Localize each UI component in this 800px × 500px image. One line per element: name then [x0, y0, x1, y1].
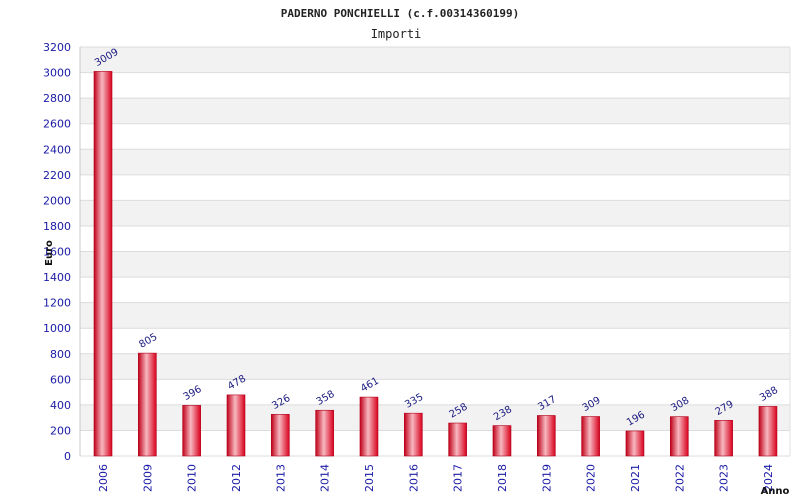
x-tick-label: 2017: [452, 464, 465, 492]
x-tick-label: 2013: [274, 464, 287, 492]
x-tick-label: 2022: [673, 464, 686, 492]
value-label: 388: [758, 385, 780, 404]
x-tick-label: 2016: [407, 464, 420, 492]
bar: [714, 420, 733, 457]
y-tick-label: 0: [64, 450, 71, 463]
grid-band: [80, 251, 790, 278]
y-tick-label: 2400: [43, 143, 71, 156]
grid-band: [80, 200, 790, 226]
bar: [226, 394, 246, 457]
x-tick-label: 2019: [540, 464, 553, 492]
x-tick-label: 2021: [629, 464, 642, 492]
bar: [492, 425, 512, 457]
y-tick-label: 1000: [43, 322, 71, 335]
x-tick-label: 2024: [762, 464, 775, 492]
x-tick-label: 2012: [230, 464, 243, 492]
y-tick-label: 3000: [43, 67, 71, 80]
bar: [404, 412, 423, 457]
y-tick-label: 400: [50, 399, 71, 412]
chart-title: PADERNO PONCHIELLI (c.f.00314360199): [281, 7, 519, 20]
x-tick-label: 2020: [585, 464, 598, 492]
chart-subtitle: Importi: [371, 27, 422, 41]
x-tick-label: 2023: [718, 464, 731, 492]
value-label: 805: [137, 332, 159, 351]
grid-bands: [80, 47, 790, 431]
y-tick-label: 2200: [43, 169, 71, 182]
grid-band: [80, 47, 790, 73]
x-tick-label: 2006: [97, 464, 110, 492]
y-tick-label: 600: [50, 373, 71, 386]
y-tick-label: 200: [50, 424, 71, 437]
bar: [581, 416, 600, 457]
bar: [138, 352, 157, 457]
y-tick-label: 1800: [43, 220, 71, 233]
y-tick-label: 1200: [43, 297, 71, 310]
y-tick-label: 2800: [43, 92, 71, 105]
bar: [182, 405, 201, 457]
y-tick-label: 1600: [43, 246, 71, 259]
y-tick-label: 1400: [43, 271, 71, 284]
bar: [271, 414, 290, 457]
bar: [669, 416, 689, 457]
bar: [758, 406, 778, 457]
y-axis-label: Euro: [44, 240, 55, 266]
x-tick-label: 2015: [363, 464, 376, 492]
x-axis-label: Anno: [761, 486, 790, 497]
x-tick-label: 2010: [186, 464, 199, 492]
grid-lines: [79, 46, 791, 457]
y-tick-label: 2000: [43, 194, 71, 207]
bars: [93, 71, 778, 457]
bar: [315, 409, 334, 457]
grid-band: [80, 98, 790, 124]
grid-band: [80, 149, 790, 175]
bar: [625, 430, 645, 457]
bar: [359, 396, 379, 457]
x-tick-label: 2014: [319, 464, 332, 492]
x-tick-label: 2018: [496, 464, 509, 492]
x-axis-ticks: 2006 2009 2010 2012 2013 2014 2015 2016 2017 2018…: [97, 464, 775, 492]
bar: [448, 422, 467, 457]
bar: [536, 415, 556, 457]
grid-band: [80, 302, 790, 329]
y-tick-label: 2600: [43, 118, 71, 131]
x-tick-label: 2009: [141, 464, 154, 492]
y-tick-label: 3200: [43, 41, 71, 54]
grid-band: [80, 353, 790, 380]
bar: [93, 71, 113, 457]
y-tick-label: 800: [50, 348, 71, 361]
value-label: 396: [182, 384, 204, 403]
y-axis-ticks: 0 200 400 600 800 1000 1200 1400 1600 1800 2000 220…: [43, 41, 71, 463]
